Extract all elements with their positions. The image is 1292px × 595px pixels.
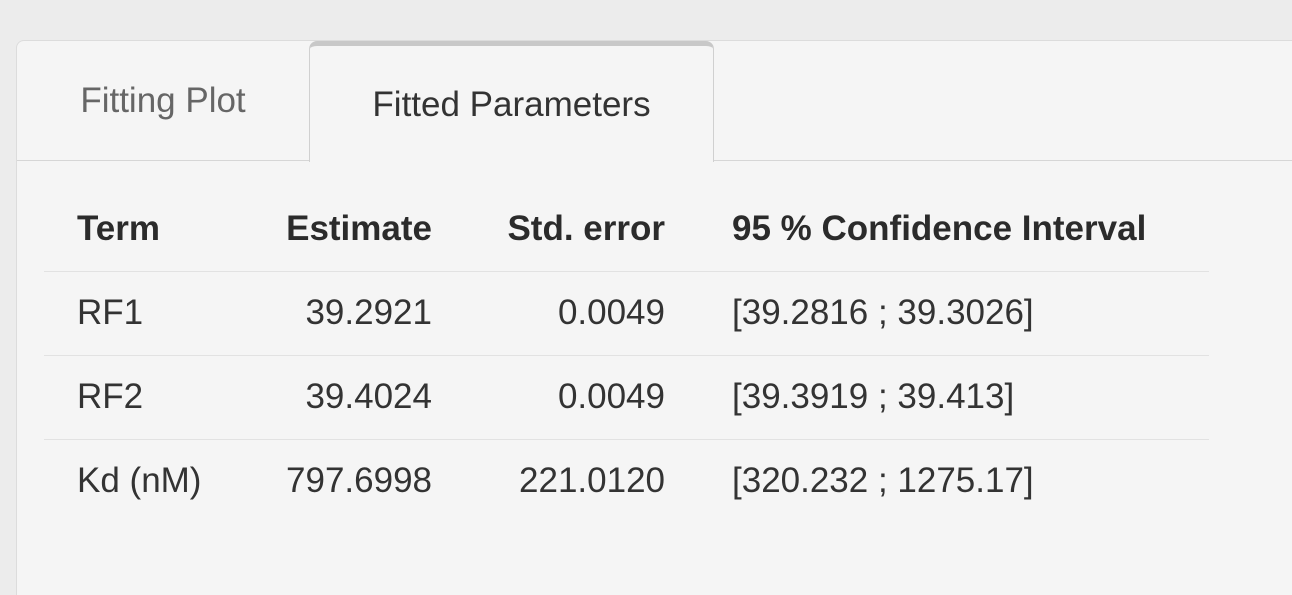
table-row: RF2 39.4024 0.0049 [39.3919 ; 39.413] (44, 354, 1209, 439)
header-std-error: Std. error (507, 208, 665, 248)
tab-panel: Fitting Plot Fitted Parameters Term Esti… (16, 40, 1292, 595)
table-header-row: Term Estimate Std. error 95 % Confidence… (44, 187, 1209, 271)
cell-estimate: 39.2921 (244, 270, 432, 355)
cell-estimate: 797.6998 (244, 438, 432, 523)
cell-confidence-interval: [39.2816 ; 39.3026] (665, 270, 1209, 355)
cell-term: RF2 (44, 354, 244, 439)
cell-term: Kd (nM) (44, 438, 244, 523)
cell-term: RF1 (44, 270, 244, 355)
cell-std-error: 221.0120 (432, 438, 665, 523)
fitted-parameters-table: Term Estimate Std. error 95 % Confidence… (44, 187, 1209, 523)
tab-fitted-parameters[interactable]: Fitted Parameters (309, 41, 714, 162)
cell-confidence-interval: [320.232 ; 1275.17] (665, 438, 1209, 523)
table-header: Term Estimate Std. error 95 % Confidence… (44, 187, 1209, 271)
cell-std-error: 0.0049 (432, 354, 665, 439)
table-row: Kd (nM) 797.6998 221.0120 [320.232 ; 127… (44, 438, 1209, 523)
header-confidence-interval: 95 % Confidence Interval (732, 208, 1147, 248)
tab-fitting-plot[interactable]: Fitting Plot (80, 81, 246, 120)
header-estimate: Estimate (286, 208, 432, 248)
table-body: RF1 39.2921 0.0049 [39.2816 ; 39.3026] R… (44, 270, 1209, 523)
cell-std-error: 0.0049 (432, 270, 665, 355)
cell-confidence-interval: [39.3919 ; 39.413] (665, 354, 1209, 439)
tab-bar: Fitting Plot Fitted Parameters (17, 41, 1292, 162)
table-row: RF1 39.2921 0.0049 [39.2816 ; 39.3026] (44, 270, 1209, 355)
cell-estimate: 39.4024 (244, 354, 432, 439)
header-term: Term (77, 208, 160, 248)
